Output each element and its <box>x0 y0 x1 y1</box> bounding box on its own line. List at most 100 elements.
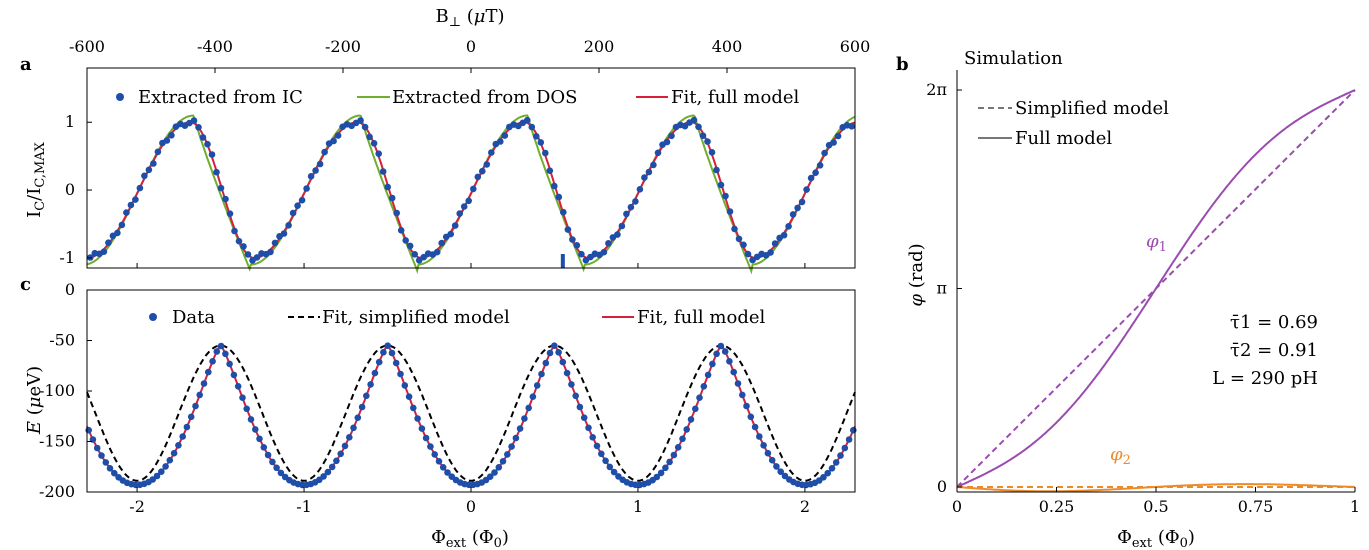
panel-c-data-point <box>773 463 780 470</box>
panel-c-data-point <box>747 413 755 421</box>
phi1-label: φ1 <box>1146 231 1167 255</box>
panel-a-data-point <box>136 184 144 192</box>
legend-label-ic: Extracted from IC <box>138 87 303 108</box>
panel-a-data-point <box>438 239 446 247</box>
panel-c-data-point <box>850 426 857 434</box>
panel-c-data-point <box>700 383 708 390</box>
panel-c-data-point <box>170 449 178 457</box>
panel-c-data-point <box>346 434 353 441</box>
panel-a-data-point <box>465 197 473 205</box>
panel-a-data-point <box>600 248 608 256</box>
panel-c-data-point <box>371 369 379 377</box>
panel-a-data-point <box>208 151 216 158</box>
panel-a-data-point <box>474 173 482 181</box>
panel-c-data-point <box>576 403 584 411</box>
panel-c-legend: Data Fit, simplified model Fit, full model <box>149 307 765 328</box>
panel-c-data-point <box>713 350 720 358</box>
panel-b-xlabel: Φext (Φ0) <box>1117 527 1195 550</box>
panel-c-xtick-label: -1 <box>296 497 312 516</box>
panel-a-curves <box>86 114 856 275</box>
panel-a-data-point <box>735 235 743 243</box>
phi2-label: φ2 <box>1110 444 1131 468</box>
panel-a-data-point <box>704 138 711 145</box>
panel-a-data-point <box>479 167 486 175</box>
panel-label-c: c <box>20 274 31 295</box>
panel-a-data-point <box>402 237 410 244</box>
panel-c-data-point <box>264 451 272 459</box>
panel-a-data-point <box>312 167 319 174</box>
panel-a-data-point <box>447 230 455 238</box>
panel-c-data-point <box>743 402 750 410</box>
panel-c-data-point <box>239 394 246 402</box>
panel-c-xtick-label: 1 <box>633 497 643 516</box>
phi1-full-line <box>956 89 1356 488</box>
panel-a-data-point <box>190 117 198 124</box>
panel-b-curves <box>956 89 1356 493</box>
panel-c-data-point <box>158 468 165 476</box>
panel-c-data-point <box>358 403 366 411</box>
panel-a-data-point <box>578 250 585 258</box>
panel-b-xtick-label: 1 <box>1350 497 1360 516</box>
panel-c-ytick-label: -150 <box>39 432 75 451</box>
panel-c-data-point <box>247 416 255 423</box>
panel-a-data-point <box>222 195 229 203</box>
panel-c-data-point <box>538 370 545 378</box>
panel-a-data-point <box>501 132 509 139</box>
panel-c-data-point <box>392 359 400 367</box>
legend-marker-ic <box>116 93 124 101</box>
panel-c-data-point <box>674 444 682 451</box>
panel-a-data-point <box>533 133 540 140</box>
panel-a-data-point <box>150 160 157 167</box>
panel-c-data-point <box>542 359 550 367</box>
panel-c-xlabel: Φext (Φ0) <box>431 527 509 550</box>
panel-a-data-point <box>771 240 779 247</box>
panel-c-data-point <box>598 450 605 458</box>
panel-c-data-point <box>499 458 507 465</box>
panel-c-data-point <box>226 360 233 368</box>
panel-a-data-point <box>433 248 441 256</box>
panel-a-data-point <box>524 116 531 124</box>
panel-a-data-point <box>298 196 306 204</box>
panel-c-data-point <box>845 436 853 443</box>
panel-label-b: b <box>896 54 909 75</box>
panel-c-data-point <box>418 425 426 432</box>
panel-a-data-point <box>641 174 648 181</box>
panel-c-data-point <box>162 463 169 470</box>
panel-a-data-point <box>213 168 220 176</box>
panel-c-data-point <box>111 469 118 477</box>
legend-label-data: Data <box>172 307 215 328</box>
panel-a-data-point <box>470 185 477 193</box>
panel-c-data-point <box>602 457 609 465</box>
panel-a-top-xlabel: B⊥ (μT) <box>436 6 505 30</box>
panel-c-data-point <box>832 459 840 466</box>
panel-c-data-point <box>166 456 174 464</box>
panel-c-data-point <box>533 382 541 389</box>
panel-a-data-point <box>695 123 702 131</box>
panel-a-data-point <box>280 230 288 237</box>
panel-b-ytick-label: 0 <box>937 477 947 496</box>
panel-a-data-point <box>483 161 491 168</box>
panel-a-data-point <box>289 209 297 217</box>
panel-c-data-point <box>98 452 105 459</box>
panel-c-data-point <box>405 393 413 401</box>
panel-c-data-point <box>410 404 417 412</box>
panel-a-data-point <box>830 139 837 146</box>
panel-a-data-point <box>217 184 225 192</box>
panel-a-data-point <box>717 181 725 189</box>
panel-c-data-point <box>559 358 567 366</box>
panel-a-data-point <box>740 241 747 249</box>
panel-c-data-point <box>734 380 742 387</box>
panel-c-data-point <box>726 358 733 365</box>
panel-a-data-point <box>334 132 342 139</box>
panel-a-data-point <box>366 133 373 141</box>
panel-c-xtick-label: 0 <box>466 497 476 516</box>
panel-c: -2 -1 0 1 2 0 -50 -100 -150 -200 E (μeV) Φext (Φ0… <box>24 280 857 550</box>
panel-c-data-point <box>824 469 831 477</box>
panel-c-data-point <box>653 473 661 481</box>
panel-c-data-point <box>704 371 712 379</box>
panel-c-data-point <box>333 457 340 465</box>
panel-a-ytick-label: 1 <box>65 112 75 131</box>
panel-c-data-point <box>106 465 114 472</box>
panel-c-data-point <box>687 416 695 423</box>
panel-c-data-point <box>580 414 588 422</box>
